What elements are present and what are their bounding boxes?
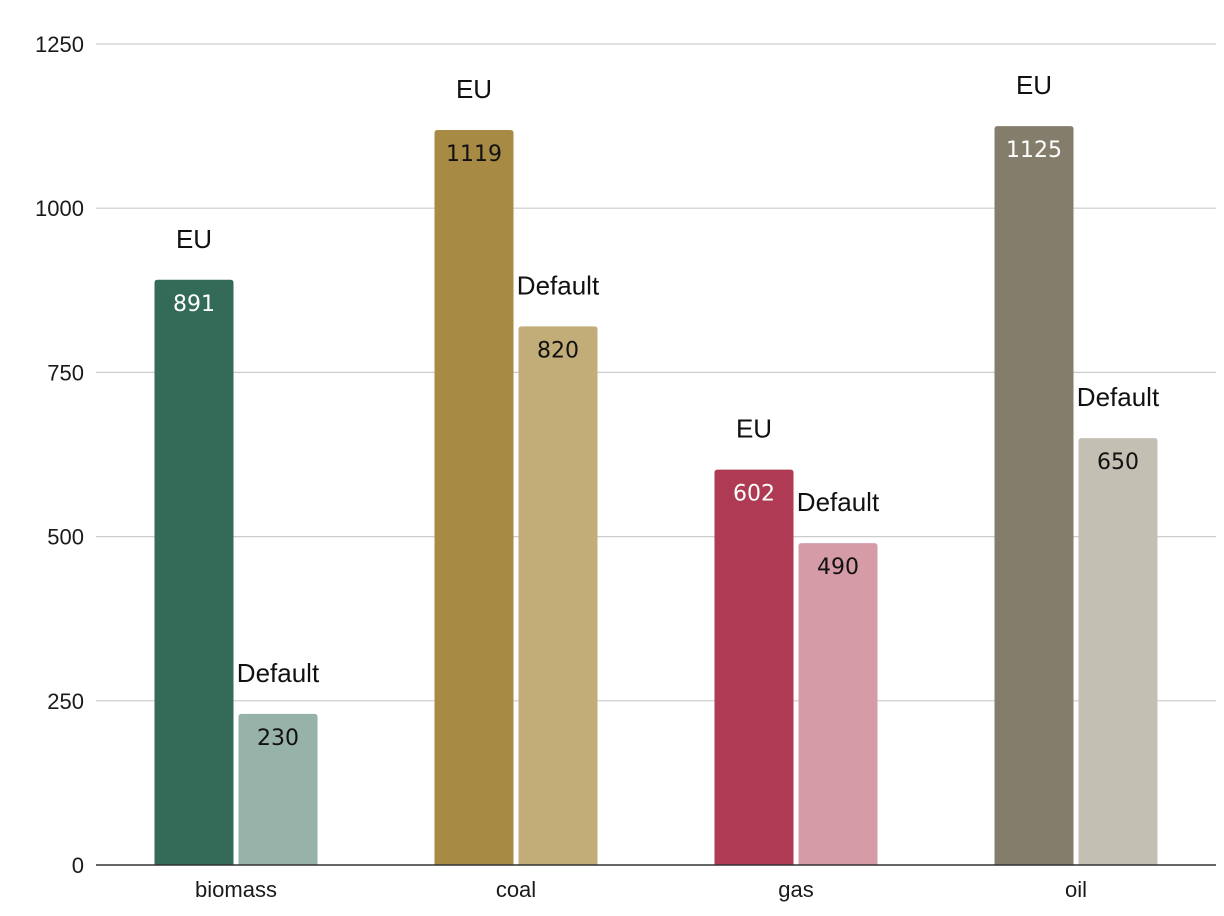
y-tick-label: 0 [72,853,84,878]
series-label: EU [456,74,492,104]
x-tick-label: gas [778,877,813,902]
y-tick-label: 750 [47,360,84,385]
bar-default-biomass [238,713,318,865]
x-tick-label: coal [496,877,536,902]
series-label: Default [237,658,320,688]
y-axis-tick-labels: 0 250 500 750 1000 1250 [35,32,84,878]
series-label: EU [736,414,772,444]
bar-default-oil [1078,438,1158,865]
value-label: 650 [1097,450,1139,475]
bars [154,126,1158,866]
bar-eu-coal [434,130,514,866]
value-label: 490 [817,555,859,580]
bar-eu-biomass [154,279,234,865]
value-label: 1125 [1006,138,1062,163]
x-tick-label: oil [1065,877,1087,902]
value-label: 820 [537,338,579,363]
value-label: 230 [257,726,299,751]
y-tick-label: 500 [47,525,84,550]
x-tick-label: biomass [195,877,277,902]
series-label: EU [1016,70,1052,100]
series-label: EU [176,224,212,254]
series-label: Default [797,487,880,517]
y-tick-label: 250 [47,689,84,714]
bar-eu-oil [994,126,1074,866]
series-label: Default [1077,382,1160,412]
value-label: 1119 [446,142,502,167]
value-label: 891 [173,292,215,317]
bar-labels: 891 EU 230 Default 1119 EU 820 Default 602 EU 490 D… [173,70,1160,751]
value-label: 602 [733,482,775,507]
series-label: Default [517,270,600,300]
y-tick-label: 1000 [35,196,84,221]
bar-default-gas [798,543,878,865]
bar-default-coal [518,326,598,865]
x-axis: biomass coal gas oil [96,864,1216,902]
y-tick-label: 1250 [35,32,84,57]
bar-eu-gas [714,469,794,865]
